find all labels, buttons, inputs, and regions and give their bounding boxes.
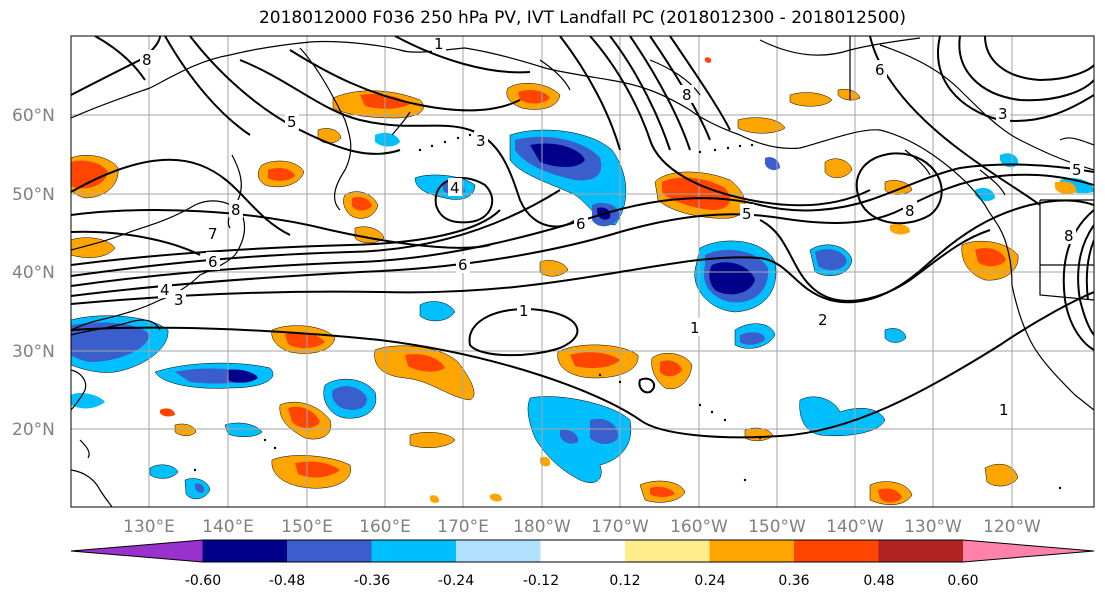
colorbar-swatch [371, 540, 457, 562]
map-frame [70, 35, 1095, 508]
colorbar-swatch [709, 540, 795, 562]
contour-label: 1 [690, 319, 700, 337]
lon-label: 150°W [748, 517, 806, 537]
colorbar-tick-label: -0.24 [438, 573, 474, 589]
colorbar-tick-label: 0.12 [609, 573, 640, 589]
lon-label: 120°W [983, 517, 1041, 537]
lon-label: 140°W [826, 517, 884, 537]
contour-label: 4 [450, 179, 460, 197]
colorbar-swatch [202, 540, 288, 562]
colorbar-swatch [794, 540, 879, 562]
contour-label: 8 [142, 51, 152, 69]
colorbar-tick-label: 0.48 [863, 573, 894, 589]
contour-label: 6 [458, 256, 468, 274]
contour-label: 5 [1072, 161, 1082, 179]
contour-label: 6 [208, 253, 218, 271]
colorbar-tick-label: 0.60 [947, 573, 978, 589]
contour-label: 1 [519, 302, 529, 320]
longitude-labels: 130°E 140°E 150°E 160°E 170°E 180°W 170°… [123, 517, 1041, 537]
lon-label: 140°E [202, 517, 254, 537]
colorbar-tick-label: -0.12 [523, 573, 559, 589]
colorbar-tick-label: -0.36 [354, 573, 390, 589]
lon-label: 130°E [123, 517, 175, 537]
colorbar-swatch [878, 540, 964, 562]
colorbar-tick-label: -0.48 [269, 573, 305, 589]
contour-label: 8 [905, 202, 915, 220]
colorbar-swatch [540, 540, 626, 562]
colorbar-tick-label: 0.24 [694, 573, 725, 589]
map-panel: 1 1 1 1 2 3 3 3 4 4 5 5 5 6 [71, 35, 1094, 507]
lon-label: 180°W [513, 517, 571, 537]
lat-label: 30°N [12, 342, 55, 362]
lon-label: 170°W [591, 517, 649, 537]
contour-label: 3 [998, 105, 1008, 123]
colorbar-extend-low [71, 540, 203, 562]
pv-contours [71, 36, 1094, 439]
colorbar-tick-labels: -0.60 -0.48 -0.36 -0.24 -0.12 0.12 0.24 … [185, 573, 979, 589]
lon-label: 160°W [670, 517, 728, 537]
contour-label: 5 [742, 205, 752, 223]
lon-label: 170°E [437, 517, 489, 537]
contour-label: 3 [476, 132, 486, 150]
contour-label: 8 [231, 201, 241, 219]
contour-label: 8 [682, 86, 692, 104]
contour-label: 1 [999, 401, 1009, 419]
colorbar-extend-high [963, 540, 1094, 562]
colorbar-swatch [456, 540, 541, 562]
contour-label: 1 [434, 35, 444, 53]
contour-label: 6 [576, 215, 586, 233]
latitude-labels: 60°N 50°N 40°N 30°N 20°N [12, 106, 55, 440]
contour-label: 2 [818, 311, 828, 329]
lat-label: 60°N [12, 106, 55, 126]
contour-label: 4 [160, 281, 170, 299]
colorbar-swatch [287, 540, 372, 562]
contour-label: 5 [287, 113, 297, 131]
lon-label: 130°W [904, 517, 962, 537]
contour-label: 3 [174, 291, 184, 309]
colorbar-outline [70, 539, 1095, 563]
lat-label: 40°N [12, 263, 55, 283]
lat-label: 20°N [12, 420, 55, 440]
lat-label: 50°N [12, 185, 55, 205]
lon-label: 150°E [281, 517, 333, 537]
map-title: 2018012000 F036 250 hPa PV, IVT Landfall… [258, 8, 906, 28]
contour-label-group: 1 1 1 1 2 3 3 3 4 4 5 5 5 6 [140, 35, 1084, 419]
lon-label: 160°E [359, 517, 411, 537]
colorbar [70, 539, 1095, 563]
contour-label: 6 [875, 61, 885, 79]
colorbar-tick-label: -0.60 [185, 573, 221, 589]
contour-label: 7 [208, 225, 218, 243]
colorbar-swatch [625, 540, 710, 562]
colorbar-tick-label: 0.36 [778, 573, 809, 589]
contour-label: 8 [1064, 227, 1074, 245]
